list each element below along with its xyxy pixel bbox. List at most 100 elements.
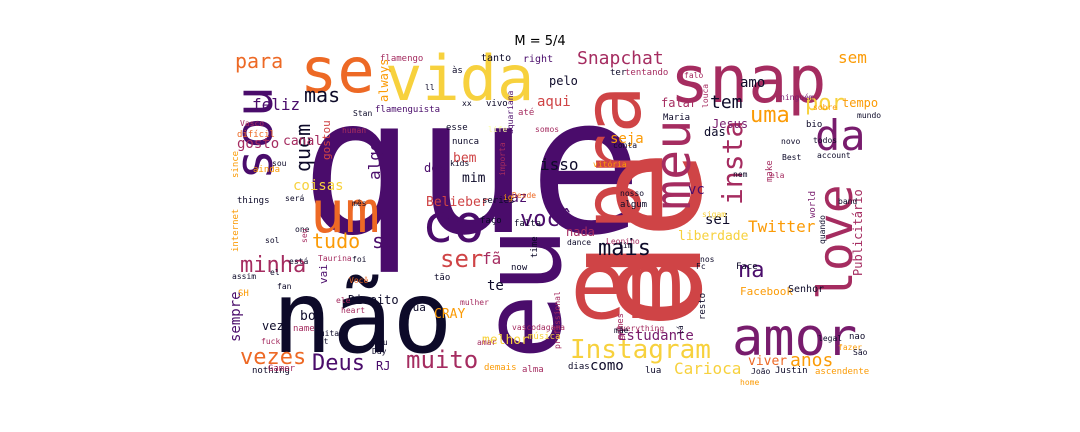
cloud-word: Jesus bbox=[712, 117, 748, 131]
cloud-word: fan bbox=[277, 282, 292, 291]
cloud-word: got bbox=[314, 337, 329, 346]
cloud-word: ll bbox=[425, 83, 435, 92]
cloud-word: lá bbox=[676, 325, 685, 335]
cloud-word: xx bbox=[462, 99, 472, 108]
cloud-word: isso bbox=[540, 155, 579, 174]
cloud-word: coisas bbox=[293, 178, 344, 194]
cloud-word: tu bbox=[378, 338, 388, 347]
cloud-word: account bbox=[817, 151, 851, 160]
cloud-word: você bbox=[520, 207, 573, 232]
cloud-word: amo bbox=[740, 75, 765, 91]
cloud-word: falta bbox=[514, 219, 541, 229]
cloud-word: profissional bbox=[553, 291, 562, 349]
cloud-word: Taurina bbox=[318, 254, 352, 263]
cloud-word: seja bbox=[610, 131, 644, 147]
cloud-word: ele bbox=[336, 296, 351, 305]
cloud-word: Day bbox=[372, 347, 387, 356]
cloud-word: heart bbox=[341, 306, 365, 315]
cloud-word: series bbox=[482, 196, 515, 206]
cloud-word: vitória bbox=[593, 159, 627, 169]
cloud-word: fim bbox=[618, 241, 633, 250]
cloud-word: feliz bbox=[252, 95, 300, 114]
cloud-word: na bbox=[738, 258, 765, 283]
cloud-word: sou bbox=[272, 159, 287, 168]
cloud-word: João bbox=[751, 367, 770, 376]
cloud-word: em bbox=[570, 231, 684, 341]
cloud-word: world bbox=[808, 191, 818, 218]
cloud-word: mim bbox=[462, 171, 486, 186]
cloud-word: aquariana bbox=[506, 90, 515, 134]
cloud-word: Twitter bbox=[748, 217, 816, 236]
cloud-word: Leonino bbox=[606, 237, 640, 246]
cloud-word: não bbox=[272, 259, 453, 376]
cloud-word: mês bbox=[352, 198, 367, 208]
cloud-word: sol bbox=[265, 236, 280, 245]
cloud-word: canal bbox=[283, 134, 322, 149]
cloud-word: pelo bbox=[549, 74, 578, 88]
cloud-word: fã bbox=[482, 249, 501, 268]
cloud-word: anos bbox=[790, 350, 833, 371]
cloud-word: de bbox=[562, 149, 736, 330]
cloud-word: algum bbox=[620, 200, 647, 210]
cloud-word: Carioca bbox=[674, 359, 741, 378]
cloud-word: tão bbox=[434, 273, 450, 283]
cloud-word: SH bbox=[238, 289, 249, 299]
cloud-word: nos bbox=[700, 255, 715, 264]
cloud-word: ainda bbox=[253, 165, 280, 175]
cloud-word: fuck bbox=[261, 337, 280, 346]
cloud-word: alma bbox=[522, 365, 544, 375]
cloud-word: legal bbox=[818, 334, 842, 343]
cloud-word: será bbox=[285, 194, 304, 203]
cloud-word: muito bbox=[406, 346, 478, 374]
cloud-word: para bbox=[235, 49, 283, 73]
cloud-word: foi bbox=[352, 255, 367, 264]
cloud-word: home bbox=[740, 378, 759, 387]
cloud-word: difícil bbox=[237, 130, 275, 140]
cloud-word: mais bbox=[598, 236, 651, 261]
cloud-word: eu bbox=[458, 228, 586, 360]
cloud-word: falo bbox=[684, 71, 703, 80]
cloud-word: São bbox=[853, 348, 868, 357]
cloud-word: Snapchat bbox=[577, 48, 664, 69]
cloud-word: sua bbox=[406, 301, 426, 314]
cloud-word: Belieber bbox=[426, 195, 489, 210]
cloud-word: Gamer bbox=[268, 364, 296, 374]
cloud-word: mundo bbox=[857, 111, 881, 120]
cloud-word: vc bbox=[688, 182, 705, 198]
cloud-word: sempre bbox=[228, 291, 244, 342]
cloud-word: está bbox=[289, 257, 308, 266]
cloud-word: sigam bbox=[702, 210, 726, 219]
cloud-word: mas bbox=[304, 83, 340, 107]
cloud-word: sei bbox=[705, 212, 730, 228]
cloud-word: ter bbox=[610, 68, 627, 78]
cloud-word: resto bbox=[698, 293, 708, 320]
cloud-word: Senhor bbox=[788, 284, 824, 295]
cloud-word: name bbox=[293, 324, 315, 334]
figure-title: M = 5/4 bbox=[514, 34, 566, 49]
cloud-word: tanto bbox=[481, 53, 511, 64]
cloud-word: quem bbox=[291, 124, 315, 172]
cloud-word: flamengo bbox=[380, 54, 423, 64]
cloud-word: bio bbox=[806, 120, 822, 130]
cloud-word: novo bbox=[781, 137, 800, 146]
cloud-word: por bbox=[805, 91, 845, 116]
cloud-word: love bbox=[808, 184, 864, 300]
cloud-word: kids bbox=[450, 159, 469, 168]
cloud-word: até bbox=[518, 107, 534, 118]
cloud-word: te bbox=[487, 278, 504, 294]
cloud-word: vez bbox=[262, 319, 284, 333]
cloud-word: um bbox=[310, 178, 380, 246]
cloud-word: viver bbox=[748, 354, 787, 369]
cloud-word: gostou bbox=[320, 120, 333, 160]
cloud-word: snap bbox=[670, 43, 827, 118]
cloud-word: falar bbox=[661, 96, 697, 110]
cloud-word: uma bbox=[750, 103, 790, 128]
cloud-word: Deus bbox=[312, 351, 365, 376]
cloud-word: always bbox=[377, 59, 391, 102]
cloud-word: RJ bbox=[376, 359, 390, 373]
cloud-word: nosso bbox=[620, 189, 644, 198]
cloud-word: Instagram bbox=[570, 335, 711, 365]
cloud-word: se bbox=[300, 34, 375, 107]
cloud-word: now bbox=[511, 263, 528, 273]
